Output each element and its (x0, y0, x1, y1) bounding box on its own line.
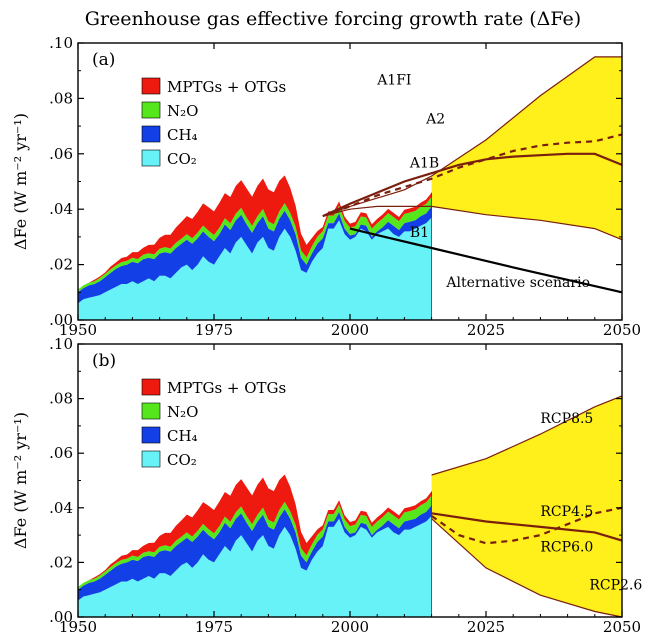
legend-swatch (141, 101, 161, 119)
y-axis-label: ΔFe (W m⁻² yr⁻¹) (11, 412, 30, 549)
scenario-line-rcp4-5 (431, 512, 623, 542)
y-tick-label: .10 (49, 335, 73, 353)
scenario-line-b1 (322, 205, 623, 241)
x-tick-label: 1950 (59, 618, 97, 636)
legend-mptg-otgs: MPTGs + OTGs (141, 77, 286, 96)
y-tick-label: .02 (49, 256, 73, 274)
legend-swatch (141, 378, 161, 396)
y-tick-label: .02 (49, 553, 73, 571)
scenario-label: A1FI (376, 73, 411, 89)
scenario-envelope (431, 56, 622, 240)
y-tick-label: .00 (49, 311, 73, 329)
x-tick-label: 2050 (603, 618, 641, 636)
scenario-line-a1b (322, 152, 623, 218)
legend-ch4: CH₄ (141, 125, 198, 144)
legend-label: CO₂ (167, 150, 197, 168)
panel-label: (b) (92, 351, 116, 371)
mptg-otg-area (78, 474, 432, 587)
y-tick-label: .04 (49, 200, 73, 218)
scenario-label: RCP2.6 (589, 578, 642, 594)
n2o-area (78, 196, 432, 293)
legend-label: CO₂ (167, 451, 197, 469)
x-tick-label: 2050 (603, 321, 641, 339)
panel-a: A1FI A2 A1B B1 Alternative scenario 1950 1975 2… (11, 34, 641, 339)
x-tick-label: 1950 (59, 321, 97, 339)
scenario-label: Alternative scenario (445, 275, 590, 291)
y-tick-label: .10 (49, 34, 73, 52)
legend-label: MPTGs + OTGs (167, 78, 286, 96)
scenario-label: A1B (409, 156, 439, 172)
legend-co2: CO₂ (141, 149, 197, 168)
legend-swatch (141, 450, 161, 468)
legend-swatch (141, 125, 161, 143)
legend-n2o: N₂O (141, 101, 198, 120)
x-tick-label: 2000 (331, 618, 369, 636)
x-tick-label: 2000 (331, 321, 369, 339)
scenario-label: RCP6.0 (540, 539, 593, 555)
legend-label: MPTGs + OTGs (167, 379, 286, 397)
y-tick-label: .04 (49, 499, 73, 517)
co2-area (78, 217, 432, 320)
legend-swatch (141, 402, 161, 420)
scenario-label: RCP4.5 (540, 504, 593, 520)
x-tick-label: 1975 (195, 321, 233, 339)
scenario-label: B1 (410, 225, 429, 241)
legend-mptg-otgs: MPTGs + OTGs (141, 378, 286, 397)
scenario-label: RCP8.5 (540, 411, 593, 427)
panel-b: RCP8.5 RCP4.5 RCP6.0 RCP2.6 1950 1975 2000 2025… (11, 335, 642, 636)
legend-swatch (141, 149, 161, 167)
y-axis-label: ΔFe (W m⁻² yr⁻¹) (11, 113, 30, 250)
scenario-line-rcp2-6 (431, 518, 623, 618)
scenario-line-rcp8-5 (431, 395, 623, 476)
legend-ch4: CH₄ (141, 426, 198, 445)
y-tick-label: .06 (49, 444, 73, 462)
x-tick-label: 2025 (467, 618, 505, 636)
legend-swatch (141, 426, 161, 444)
chart-title: Greenhouse gas effective forcing growth … (85, 8, 581, 30)
mptg-otg-area (78, 175, 432, 290)
legend-label: N₂O (167, 403, 198, 421)
scenario-line-rcp6-0 (430, 506, 623, 545)
co2-area (78, 516, 432, 617)
y-tick-label: .08 (49, 89, 73, 107)
scenario-label: A2 (425, 111, 445, 127)
legend-co2: CO₂ (141, 450, 197, 469)
legend-label: CH₄ (167, 126, 198, 144)
x-tick-label: 2025 (467, 321, 505, 339)
scenario-line-a2 (322, 133, 623, 218)
x-tick-label: 1975 (195, 618, 233, 636)
legend-label: N₂O (167, 102, 198, 120)
scenario-line-alternative-scenario (349, 227, 623, 294)
legend-swatch (141, 77, 161, 95)
y-tick-label: .08 (49, 390, 73, 408)
n2o-area (78, 495, 432, 590)
legend-n2o: N₂O (141, 402, 198, 421)
legend-label: CH₄ (167, 427, 198, 445)
y-tick-label: .00 (49, 608, 73, 626)
y-tick-label: .06 (49, 145, 73, 163)
panel-label: (a) (92, 50, 115, 70)
